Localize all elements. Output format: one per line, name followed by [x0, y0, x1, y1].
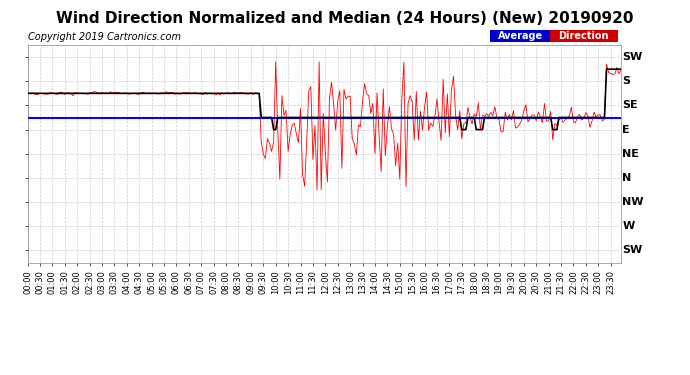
- FancyBboxPatch shape: [491, 30, 550, 42]
- Text: SE: SE: [622, 100, 638, 110]
- Text: NW: NW: [622, 197, 644, 207]
- FancyBboxPatch shape: [550, 30, 618, 42]
- Text: W: W: [622, 221, 634, 231]
- Text: Average: Average: [497, 31, 542, 41]
- Text: Wind Direction Normalized and Median (24 Hours) (New) 20190920: Wind Direction Normalized and Median (24…: [57, 11, 633, 26]
- Text: NE: NE: [622, 149, 639, 159]
- Text: SW: SW: [622, 245, 642, 255]
- Text: S: S: [622, 76, 630, 86]
- Text: E: E: [622, 124, 630, 135]
- Text: Copyright 2019 Cartronics.com: Copyright 2019 Cartronics.com: [28, 32, 181, 42]
- Text: SW: SW: [622, 52, 642, 62]
- Text: Direction: Direction: [558, 31, 609, 41]
- Text: N: N: [622, 173, 631, 183]
